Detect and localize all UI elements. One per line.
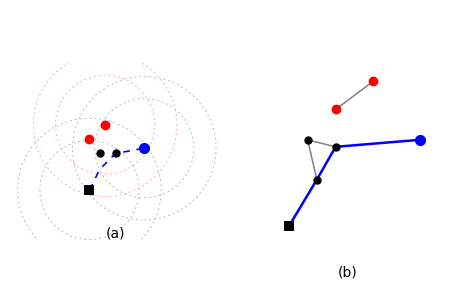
Text: (b): (b) [337, 266, 357, 280]
Text: (a): (a) [106, 226, 125, 240]
